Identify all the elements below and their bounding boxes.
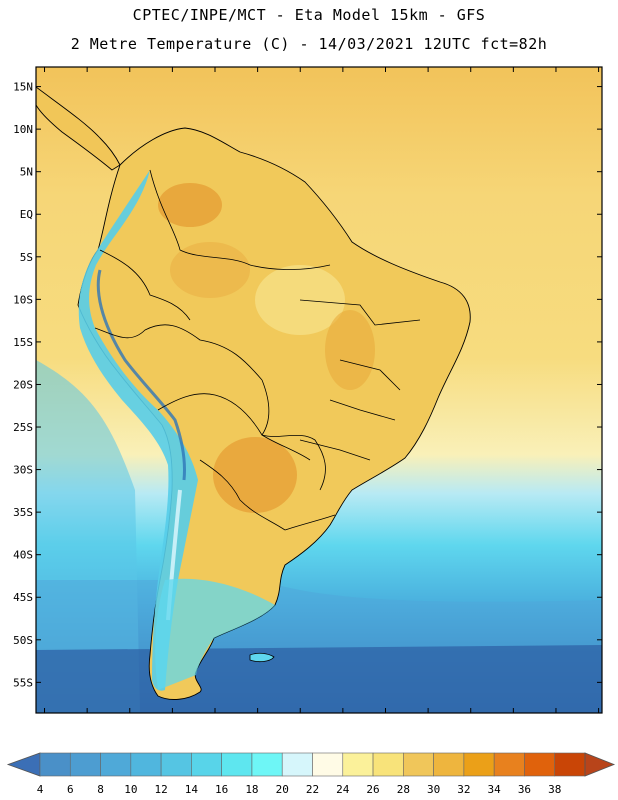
paraguay-hot-region	[213, 437, 297, 513]
lon-label: 65W	[205, 718, 225, 720]
colorbar-label: 22	[306, 783, 319, 796]
colorbar-label: 32	[457, 783, 470, 796]
colorbar-label: 16	[215, 783, 228, 796]
lat-label: 30S	[13, 464, 33, 477]
lon-label: 50W	[333, 718, 353, 720]
colorbar-label: 12	[154, 783, 167, 796]
colorbar-label: 38	[548, 783, 561, 796]
colorbar-swatch	[191, 752, 222, 777]
lat-label: 50S	[13, 634, 33, 647]
colorbar-label: 6	[67, 783, 74, 796]
colorbar-label: 8	[97, 783, 104, 796]
lat-label: 10S	[13, 293, 33, 306]
colorbar-swatch	[524, 752, 556, 777]
lon-label: 60W	[248, 718, 268, 720]
lat-label: 15N	[13, 81, 33, 94]
lon-label: 30W	[503, 718, 523, 720]
map-title-line-1: CPTEC/INPE/MCT - Eta Model 15km - GFS	[132, 6, 486, 24]
lat-label: 20S	[13, 378, 33, 391]
colorbar-label: 30	[427, 783, 440, 796]
lat-label: 10N	[13, 123, 33, 136]
lat-label: 45S	[13, 591, 33, 604]
colorbar-swatch	[251, 752, 283, 777]
latitude-axis: 15N 10N 5N EQ 5S 10S 15S 20S 25S 30S 35S 40S 45S 50S 5…	[13, 81, 602, 689]
map-title-line-2: 2 Metre Temperature (C) - 14/03/2021 12U…	[70, 35, 548, 53]
colorbar-swatch	[39, 752, 71, 777]
colorbar-swatch	[69, 752, 101, 777]
andes-cold-ridge	[78, 170, 198, 691]
venezuela-hot-region	[158, 183, 222, 227]
colorbar-swatch	[554, 752, 586, 777]
lon-label: 25W	[546, 718, 566, 720]
lat-label: 40S	[13, 549, 33, 562]
colorbar-swatch	[342, 752, 374, 777]
southern-ocean-cold	[36, 645, 602, 713]
colorbar-swatch	[312, 752, 344, 777]
colorbar-low-arrow	[6, 752, 41, 777]
colorbar-swatch	[130, 752, 162, 777]
map-frame	[35, 66, 603, 714]
lat-label: 5S	[20, 251, 33, 264]
temperature-map: 15N 10N 5N EQ 5S 10S 15S 20S 25S 30S 35S 40S 45S 50S 5…	[13, 66, 609, 720]
lon-label: 20W	[589, 718, 609, 720]
lon-label: 40W	[418, 718, 438, 720]
colorbar-label: 4	[37, 783, 44, 796]
colorbar-label: 36	[518, 783, 531, 796]
colorbar-swatch	[221, 752, 253, 777]
lon-label: 85W	[35, 718, 55, 720]
colorbar-swatch	[463, 752, 495, 777]
lon-label: 35W	[461, 718, 481, 720]
lat-label: 5N	[20, 166, 33, 179]
colorbar-swatch	[493, 752, 525, 777]
colorbar-swatch	[100, 752, 132, 777]
colorbar-swatch	[403, 752, 434, 777]
andes-peak-line	[96, 269, 186, 481]
lon-label: 70W	[162, 718, 182, 720]
lon-label: 80W	[77, 718, 97, 720]
colorbar-swatch	[160, 752, 192, 777]
colorbar-swatch	[372, 752, 404, 777]
lon-label: 55W	[290, 718, 310, 720]
lat-label: 25S	[13, 421, 33, 434]
colorbar-label: 10	[124, 783, 137, 796]
amazon-warm-region	[170, 242, 250, 298]
lat-label: EQ	[20, 208, 33, 221]
colorbar-label: 34	[488, 783, 502, 796]
lon-label: 75W	[120, 718, 140, 720]
lon-label: 45W	[376, 718, 396, 720]
colorbar-label: 20	[276, 783, 289, 796]
colorbar-swatch	[433, 752, 465, 777]
colorbar-label: 14	[185, 783, 199, 796]
lat-label: 15S	[13, 336, 33, 349]
falkland-islands	[249, 652, 275, 663]
lat-label: 35S	[13, 506, 33, 519]
longitude-axis: 85W 80W 75W 70W 65W 60W 55W 50W 45W 40W 35W 30W 25W 2…	[35, 67, 609, 720]
colorbar-label: 18	[245, 783, 258, 796]
northeast-warm-strip	[325, 310, 375, 390]
lat-label: 55S	[13, 676, 33, 689]
colorbar-label: 28	[397, 783, 410, 796]
colorbar-label: 24	[336, 783, 350, 796]
colorbar-swatch	[281, 752, 313, 777]
colorbar-high-arrow	[584, 752, 616, 777]
temperature-colorbar: 4 6 8 10 12 14 16 18 20 22 24 26 28 30 32 34 36 38	[6, 752, 616, 796]
colorbar-label: 26	[366, 783, 379, 796]
patagonia-cool-region	[155, 578, 275, 690]
country-borders	[94, 169, 421, 531]
